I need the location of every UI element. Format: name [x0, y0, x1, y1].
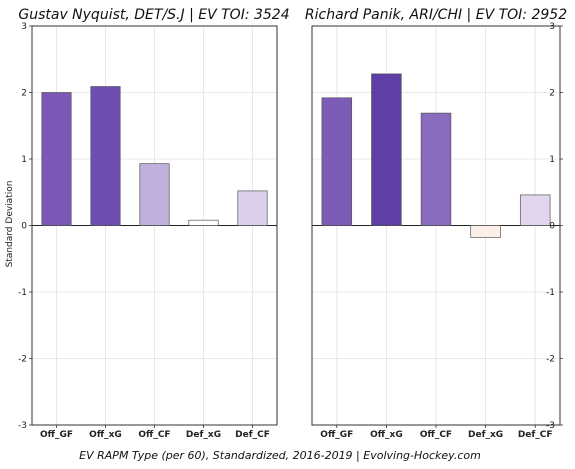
x-tick-label: Off_xG — [89, 430, 122, 440]
x-tick-label: Def_CF — [518, 430, 553, 440]
bar-def-cf — [519, 194, 551, 226]
y-tick-label: -1 — [18, 288, 27, 298]
chart-footer: EV RAPM Type (per 60), Standardized, 201… — [79, 449, 481, 462]
bar-off-xg — [90, 86, 121, 226]
bar-off-cf — [420, 112, 452, 226]
right-panel-title: Richard Panik, ARI/CHI | EV TOI: 2952 — [305, 7, 567, 23]
x-tick-label: Off_CF — [420, 430, 452, 440]
x-tick-label: Def_xG — [468, 430, 503, 440]
x-tick-label: Off_GF — [320, 430, 353, 440]
bar-off-gf — [41, 92, 72, 226]
y-tick-label: 3 — [549, 22, 555, 32]
x-tick-label: Off_xG — [370, 430, 403, 440]
left-panel-title: Gustav Nyquist, DET/S.J | EV TOI: 3524 — [18, 7, 289, 23]
x-tick-label: Off_CF — [138, 430, 170, 440]
y-tick-label: 2 — [549, 89, 555, 99]
right-panel: Richard Panik, ARI/CHI | EV TOI: 2952 -3… — [305, 7, 567, 440]
y-tick-label: 1 — [21, 155, 27, 165]
y-tick-label: 0 — [21, 222, 27, 232]
y-tick-label: -2 — [546, 355, 555, 365]
bar-def-xg — [188, 219, 219, 226]
x-tick-label: Def_xG — [186, 430, 221, 440]
bar-def-xg — [470, 225, 501, 238]
y-tick-label: 1 — [549, 155, 555, 165]
y-tick-label: -3 — [546, 421, 555, 431]
left-panel: Gustav Nyquist, DET/S.J | EV TOI: 3524 -… — [18, 7, 290, 440]
bar-def-cf — [237, 190, 268, 226]
x-tick-label: Def_CF — [235, 430, 270, 440]
bar-off-xg — [371, 73, 402, 226]
y-tick-label: 2 — [21, 89, 27, 99]
bar-off-gf — [321, 97, 353, 226]
y-axis-label: Standard Deviation — [5, 181, 15, 268]
y-tick-label: -1 — [546, 288, 555, 298]
x-tick-label: Off_GF — [40, 430, 73, 440]
y-tick-label: -2 — [18, 355, 27, 365]
y-tick-label: 3 — [21, 22, 27, 32]
bar-off-cf — [139, 163, 170, 226]
y-tick-label: 0 — [549, 222, 555, 232]
y-tick-label: -3 — [18, 421, 27, 431]
